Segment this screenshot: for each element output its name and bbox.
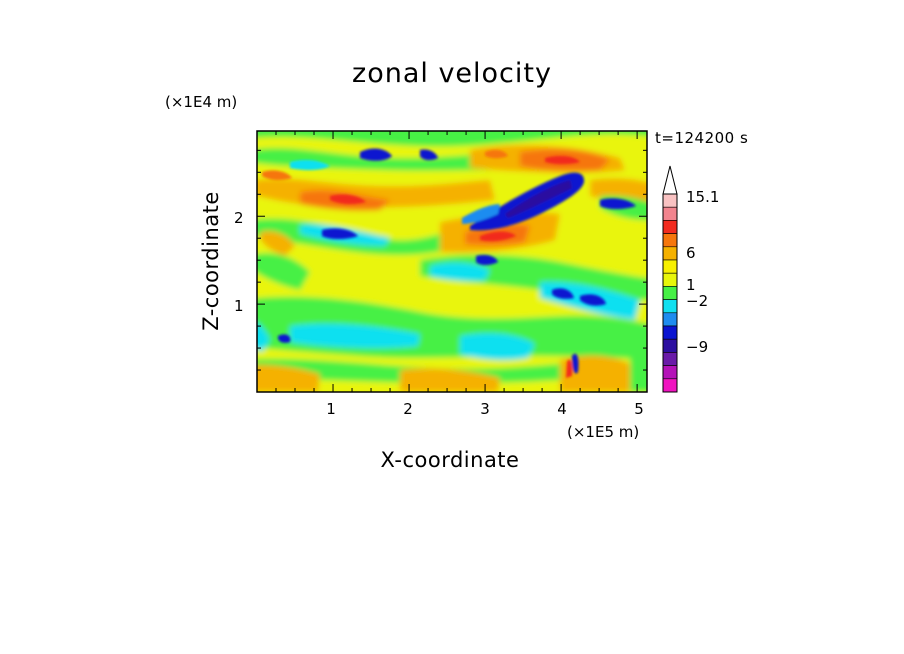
colorbar-swatch	[662, 299, 678, 314]
field-core	[290, 159, 330, 170]
field-core	[480, 231, 516, 242]
field-core	[420, 149, 438, 161]
time-label: t=124200 s	[655, 129, 749, 147]
field-band	[257, 253, 310, 290]
y-unit-label: (×1E4 m)	[165, 93, 238, 111]
field-band	[260, 230, 295, 256]
field-core	[322, 228, 358, 239]
colorbar-swatch	[662, 246, 678, 261]
field-band	[257, 131, 647, 147]
field-core	[462, 204, 500, 224]
colorbar-swatch	[662, 259, 678, 274]
colorbar-label: 15.1	[686, 188, 720, 206]
field-core	[572, 353, 579, 374]
chart-title: zonal velocity	[352, 58, 552, 89]
y-tick-label: 2	[234, 209, 244, 227]
field-band	[430, 262, 490, 281]
x-tick-label: 5	[634, 400, 644, 418]
colorbar-extend-arrow	[662, 165, 678, 195]
field-core	[505, 180, 572, 218]
colorbar-swatch	[662, 233, 678, 248]
field-base	[257, 131, 647, 392]
colorbar-swatch	[662, 206, 678, 221]
field-core	[552, 288, 574, 299]
colorbar-swatch	[662, 352, 678, 366]
colorbar-label: 6	[686, 244, 696, 262]
field-core	[262, 170, 292, 181]
field-band	[400, 368, 500, 392]
field-core	[485, 149, 508, 159]
field-core	[278, 334, 291, 343]
field-core	[600, 198, 636, 209]
x-tick-label: 4	[557, 400, 567, 418]
axis-ticks	[256, 131, 647, 393]
colorbar-frame	[662, 193, 678, 393]
x-tick-label: 2	[403, 400, 413, 418]
colorbar-label: −2	[686, 292, 709, 310]
colorbar-label: −9	[686, 338, 709, 356]
field-band	[257, 364, 320, 392]
field-core	[580, 294, 606, 306]
colorbar-swatch	[662, 365, 678, 380]
field-core	[476, 254, 498, 265]
field-band	[290, 323, 420, 349]
x-tick-label: 1	[326, 400, 336, 418]
colorbar-swatch	[662, 338, 678, 353]
velocity-field	[257, 131, 647, 392]
colorbar	[662, 165, 678, 393]
colorbar-swatch	[662, 193, 678, 208]
field-core	[360, 148, 392, 161]
field-band	[630, 328, 647, 392]
field-core	[330, 194, 366, 205]
x-axis-label: X-coordinate	[380, 448, 520, 472]
y-tick-label: 1	[234, 297, 244, 315]
field-band	[460, 333, 535, 361]
field-core	[545, 155, 580, 165]
colorbar-swatch	[662, 312, 678, 327]
plot-frame	[256, 130, 648, 393]
colorbar-swatch	[662, 286, 678, 300]
colorbar-swatch	[662, 325, 678, 340]
field-cores	[262, 148, 636, 378]
x-unit-label: (×1E5 m)	[567, 423, 640, 441]
colorbar-swatch	[662, 378, 678, 393]
colorbar-swatch	[662, 272, 678, 287]
field-core	[566, 359, 573, 378]
x-tick-label: 3	[480, 400, 490, 418]
field-band	[257, 322, 270, 352]
colorbar-label: 1	[686, 276, 696, 294]
colorbar-swatch	[662, 220, 678, 234]
